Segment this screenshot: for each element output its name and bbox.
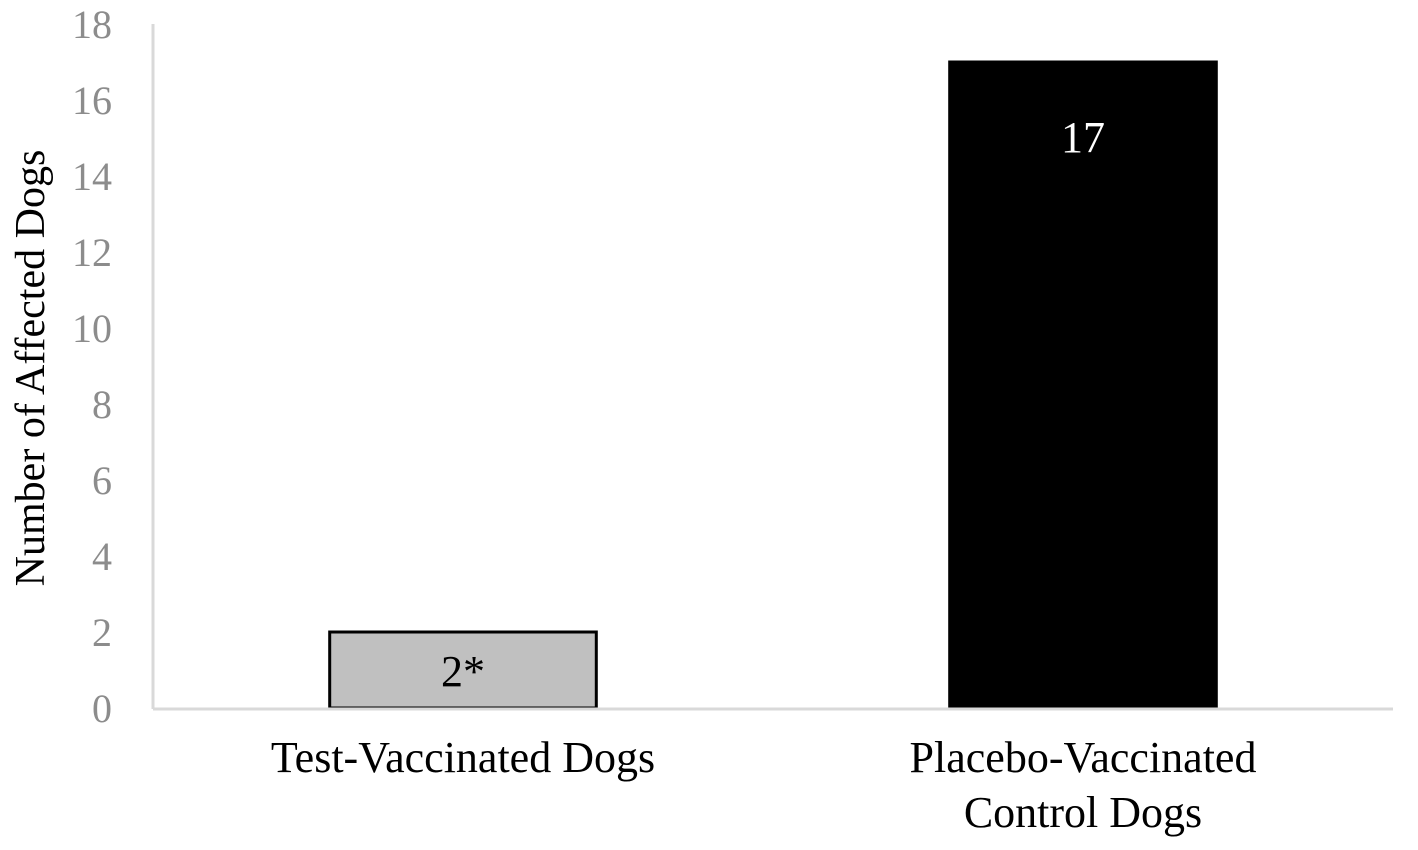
- y-tick-label: 0: [92, 686, 112, 731]
- bar: [948, 60, 1218, 710]
- data-labels: 2* 17: [441, 113, 1105, 696]
- y-tick-label: 14: [72, 154, 112, 199]
- y-tick-labels: 0 2 4 6 8 10 12 14 16 18: [72, 2, 112, 731]
- x-category-label: Placebo-Vaccinated Control Dogs: [910, 733, 1257, 837]
- x-category-label-line: Test-Vaccinated Dogs: [271, 733, 655, 782]
- y-tick-label: 8: [92, 382, 112, 427]
- y-axis-label-group: Number of Affected Dogs: [8, 150, 54, 587]
- bar: [328, 630, 598, 710]
- category-labels: Test-Vaccinated Dogs Placebo-Vaccinated Co…: [271, 733, 1257, 837]
- x-category-label-line: Placebo-Vaccinated: [910, 733, 1257, 782]
- x-category-label: Test-Vaccinated Dogs: [271, 733, 655, 782]
- y-tick-label: 4: [92, 534, 112, 579]
- bars: [328, 60, 1218, 710]
- y-tick-label: 18: [72, 2, 112, 47]
- y-tick-label: 12: [72, 230, 112, 275]
- y-tick-label: 16: [72, 78, 112, 123]
- y-tick-label: 10: [72, 306, 112, 351]
- y-tick-label: 2: [92, 610, 112, 655]
- data-label: 17: [1061, 113, 1105, 162]
- axes: [151, 24, 1393, 711]
- data-label: 2*: [441, 647, 485, 696]
- y-tick-label: 6: [92, 458, 112, 503]
- y-axis-label: Number of Affected Dogs: [8, 150, 54, 587]
- x-category-label-line: Control Dogs: [964, 788, 1202, 837]
